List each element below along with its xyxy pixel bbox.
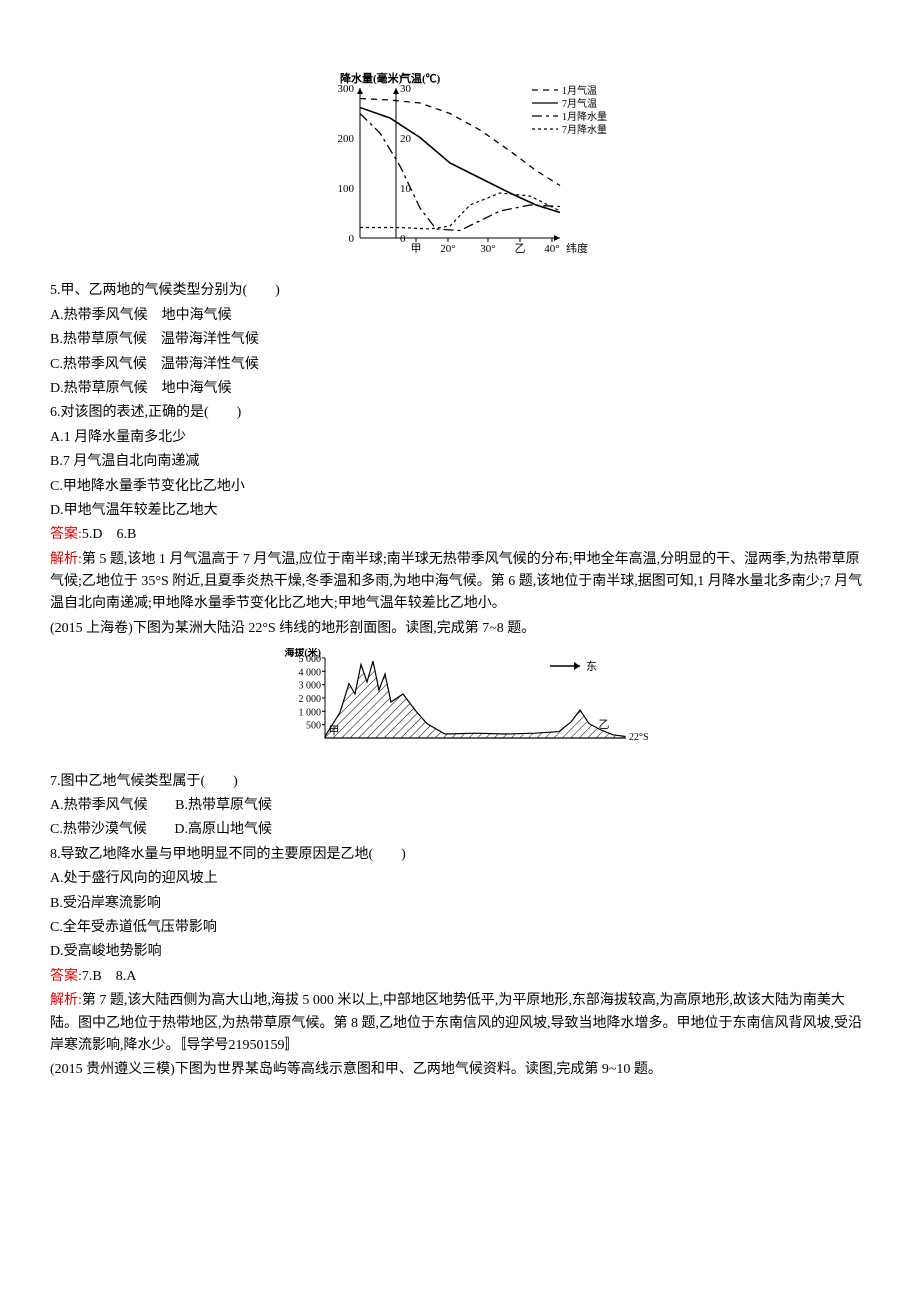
q6-opt-b: B.7 月气温自北向南递减	[50, 451, 870, 473]
svg-text:7月降水量: 7月降水量	[562, 123, 607, 136]
intro-910: (2015 贵州遵义三模)下图为世界某岛屿等高线示意图和甲、乙两地气候资料。读图…	[50, 1059, 870, 1081]
q6-opt-d: D.甲地气温年较差比乙地大	[50, 500, 870, 522]
intro-78: (2015 上海卷)下图为某洲大陆沿 22°S 纬线的地形剖面图。读图,完成第 …	[50, 618, 870, 640]
explanation-label-78: 解析:	[50, 993, 82, 1008]
answer-label: 答案:	[50, 527, 82, 542]
q7-opts-row1: A.热带季风气候 B.热带草原气候	[50, 795, 870, 817]
q8-stem: 8.导致乙地降水量与甲地明显不同的主要原因是乙地( )	[50, 844, 870, 866]
climate-line-chart: 01002003000102030甲20°30°乙40°纬度降水量(毫米)气温(…	[305, 68, 615, 268]
explanation-78: 解析:第 7 题,该大陆西侧为高大山地,海拔 5 000 米以上,中部地区地势低…	[50, 990, 870, 1057]
q5-stem: 5.甲、乙两地的气候类型分别为( )	[50, 280, 870, 302]
q7-opt-d: D.高原山地气候	[174, 819, 272, 841]
svg-text:气温(℃): 气温(℃)	[399, 71, 441, 85]
svg-text:1 000: 1 000	[299, 708, 322, 719]
svg-text:1月气温: 1月气温	[562, 84, 597, 97]
q7-opt-b: B.热带草原气候	[175, 795, 272, 817]
svg-text:东: 东	[586, 660, 597, 673]
q7-stem: 7.图中乙地气候类型属于( )	[50, 771, 870, 793]
chart1-container: 01002003000102030甲20°30°乙40°纬度降水量(毫米)气温(…	[50, 68, 870, 276]
svg-text:纬度: 纬度	[566, 241, 588, 255]
q7-opts-row2: C.热带沙漠气候 D.高原山地气候	[50, 819, 870, 841]
q7-opt-c: C.热带沙漠气候	[50, 819, 147, 841]
svg-text:22°S: 22°S	[629, 732, 649, 743]
svg-text:7月气温: 7月气温	[562, 97, 597, 110]
terrain-profile-chart: 5001 0002 0003 0004 0005 000海拔(米)甲乙东22°S	[270, 648, 650, 758]
chart2-container: 5001 0002 0003 0004 0005 000海拔(米)甲乙东22°S	[50, 648, 870, 766]
svg-text:1月降水量: 1月降水量	[562, 110, 607, 123]
svg-text:2 000: 2 000	[299, 694, 322, 705]
svg-text:乙: 乙	[515, 242, 526, 255]
answer-78-text: 7.B 8.A	[82, 969, 136, 984]
answer-56-text: 5.D 6.B	[82, 527, 136, 542]
q5-opt-d: D.热带草原气候 地中海气候	[50, 378, 870, 400]
svg-text:4 000: 4 000	[299, 668, 322, 679]
svg-text:30°: 30°	[480, 243, 495, 255]
q8-opt-a: A.处于盛行风向的迎风坡上	[50, 868, 870, 890]
svg-text:甲: 甲	[411, 243, 422, 255]
answer-label-78: 答案:	[50, 969, 82, 984]
svg-text:200: 200	[338, 133, 355, 145]
answer-56: 答案:5.D 6.B	[50, 524, 870, 546]
q5-opt-b: B.热带草原气候 温带海洋性气候	[50, 329, 870, 351]
q8-opt-c: C.全年受赤道低气压带影响	[50, 917, 870, 939]
svg-text:20: 20	[400, 133, 412, 145]
q8-opt-b: B.受沿岸寒流影响	[50, 893, 870, 915]
svg-text:100: 100	[338, 183, 355, 195]
explanation-label: 解析:	[50, 552, 82, 567]
q7-opt-a: A.热带季风气候	[50, 795, 148, 817]
q6-stem: 6.对该图的表述,正确的是( )	[50, 402, 870, 424]
q5-opt-c: C.热带季风气候 温带海洋性气候	[50, 354, 870, 376]
svg-text:乙: 乙	[599, 718, 610, 731]
explanation-56-text: 第 5 题,该地 1 月气温高于 7 月气温,应位于南半球;南半球无热带季风气候…	[50, 552, 862, 612]
q5-opt-a: A.热带季风气候 地中海气候	[50, 305, 870, 327]
answer-78: 答案:7.B 8.A	[50, 966, 870, 988]
svg-text:海拔(米): 海拔(米)	[284, 648, 321, 659]
svg-text:3 000: 3 000	[299, 681, 322, 692]
svg-text:500: 500	[306, 721, 321, 732]
explanation-56: 解析:第 5 题,该地 1 月气温高于 7 月气温,应位于南半球;南半球无热带季…	[50, 549, 870, 616]
svg-text:降水量(毫米): 降水量(毫米)	[340, 71, 403, 85]
svg-text:20°: 20°	[440, 243, 455, 255]
q6-opt-c: C.甲地降水量季节变化比乙地小	[50, 476, 870, 498]
explanation-78-text: 第 7 题,该大陆西侧为高大山地,海拔 5 000 米以上,中部地区地势低平,为…	[50, 993, 862, 1053]
svg-text:40°: 40°	[544, 243, 559, 255]
svg-text:0: 0	[400, 233, 406, 245]
svg-text:10: 10	[400, 183, 412, 195]
svg-text:甲: 甲	[329, 725, 340, 737]
svg-text:0: 0	[349, 233, 355, 245]
q6-opt-a: A.1 月降水量南多北少	[50, 427, 870, 449]
q8-opt-d: D.受高峻地势影响	[50, 941, 870, 963]
